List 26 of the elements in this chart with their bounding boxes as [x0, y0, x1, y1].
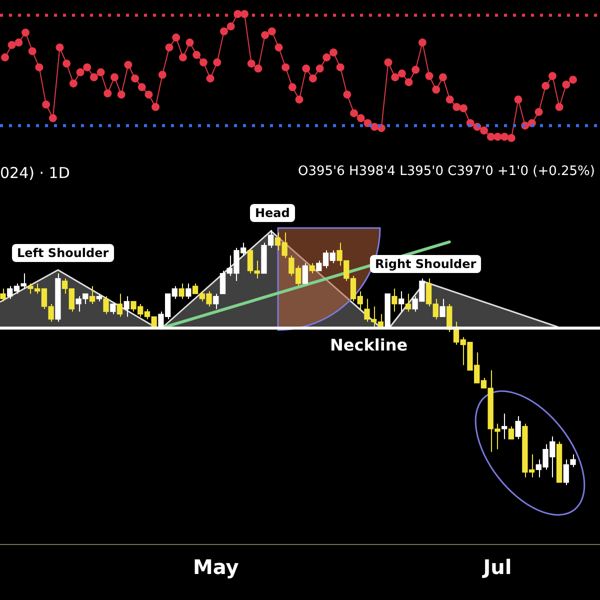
candlestick	[405, 293, 412, 312]
candlestick	[515, 416, 521, 440]
candlestick	[213, 293, 219, 310]
chart-subtitle: O395'6 H398'4 L395'0 C397'0 +1'0 (+0.25%)	[298, 164, 595, 179]
candlestick	[392, 288, 398, 312]
candlestick	[186, 283, 192, 300]
annotation: Left Shoulder	[12, 244, 114, 262]
candlestick	[440, 298, 446, 318]
candlestick	[309, 262, 315, 274]
ref-line-label: Neckline	[330, 335, 408, 354]
candlestick	[0, 288, 6, 302]
candlestick	[116, 293, 123, 318]
candlestick	[501, 413, 508, 440]
x-tick-label: Jul	[481, 555, 512, 580]
candlestick	[89, 286, 96, 304]
text: Head	[250, 204, 295, 222]
candlestick	[398, 290, 404, 312]
candlestick	[508, 426, 514, 440]
x-tick-label: May	[192, 555, 239, 580]
candlestick	[178, 283, 184, 300]
candlestick	[302, 262, 308, 284]
candlestick	[103, 296, 109, 315]
chart-title: 024) · 1D	[0, 164, 70, 182]
annotation: Right Shoulder	[370, 255, 482, 273]
candlestick	[110, 303, 116, 315]
candlestick	[124, 296, 130, 318]
